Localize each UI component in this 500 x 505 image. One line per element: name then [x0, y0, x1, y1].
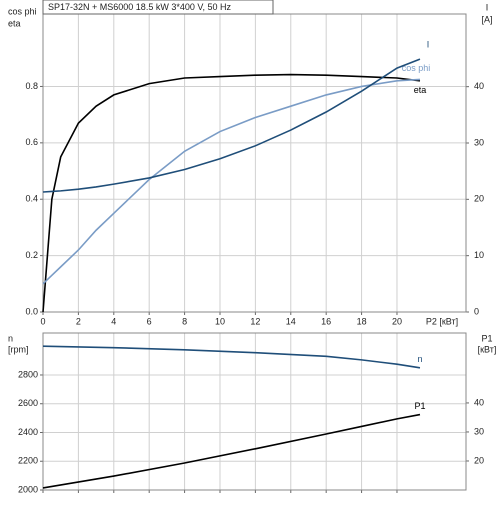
- x-tick-label: 8: [182, 316, 187, 326]
- x-tick-label: 18: [357, 316, 367, 326]
- x-tick-label: 20: [392, 316, 402, 326]
- y2-axis-label: [кВт]: [478, 344, 497, 354]
- y2-tick-label: 40: [474, 397, 484, 407]
- y2-axis-label: [A]: [481, 14, 492, 24]
- y-tick-label: 2200: [18, 456, 38, 466]
- series-label: I: [427, 39, 430, 49]
- y-tick-label: 2400: [18, 427, 38, 437]
- series-line: [42, 58, 421, 193]
- y-tick-label: 0.6: [25, 137, 38, 147]
- y-axis-label: eta: [8, 18, 21, 28]
- panel: 0 2 4 6 8 10 12 14 16 18 20 0.0 0.2 0.4 0.6 0.8 0 10 20 30 4…: [8, 2, 493, 326]
- y2-tick-label: 20: [474, 455, 484, 465]
- y-tick-label: 0.4: [25, 194, 38, 204]
- x-tick-label: 4: [111, 316, 116, 326]
- y-tick-label: 0.2: [25, 250, 38, 260]
- x-tick-label: 14: [286, 316, 296, 326]
- y2-tick-label: 30: [474, 137, 484, 147]
- chart-title: SP17-32N + MS6000 18.5 kW 3*400 V, 50 Hz: [48, 2, 232, 12]
- y-axis-label: [rpm]: [8, 344, 29, 354]
- y-tick-label: 0.0: [25, 306, 38, 316]
- x-tick-label: 16: [321, 316, 331, 326]
- y2-tick-label: 10: [474, 250, 484, 260]
- series-line: [42, 78, 421, 285]
- y-tick-label: 2000: [18, 484, 38, 494]
- y2-tick-label: 40: [474, 81, 484, 91]
- x-tick-label: 10: [215, 316, 225, 326]
- x-tick-label: 12: [250, 316, 260, 326]
- series-label: cos phi: [402, 63, 431, 73]
- x-tick-label: 2: [76, 316, 81, 326]
- y-axis-label: n: [8, 333, 13, 343]
- y2-axis-label: P1: [481, 333, 492, 343]
- series-line: [42, 73, 421, 313]
- x-tick-label: 6: [147, 316, 152, 326]
- title-box: [42, 0, 274, 15]
- plot-frame: [42, 332, 467, 491]
- series-label: eta: [414, 85, 427, 95]
- y-axis-label: cos phi: [8, 6, 37, 16]
- x-axis-label: P2 [кВт]: [426, 316, 458, 326]
- y2-tick-label: 30: [474, 426, 484, 436]
- y2-tick-label: 20: [474, 194, 484, 204]
- panel: 20002200240026002800203040n[rpm]P1[кВт]n…: [8, 332, 497, 494]
- series-label: n: [417, 354, 422, 364]
- series-label: P1: [414, 401, 425, 411]
- series-line: [42, 345, 421, 369]
- y2-tick-label: 0: [474, 306, 479, 316]
- y2-axis-label: I: [486, 2, 489, 12]
- y-tick-label: 2600: [18, 398, 38, 408]
- y-tick-label: 2800: [18, 369, 38, 379]
- plot-frame: [42, 13, 467, 313]
- series-line: [42, 413, 421, 489]
- y-tick-label: 0.8: [25, 81, 38, 91]
- x-tick-label: 0: [40, 316, 45, 326]
